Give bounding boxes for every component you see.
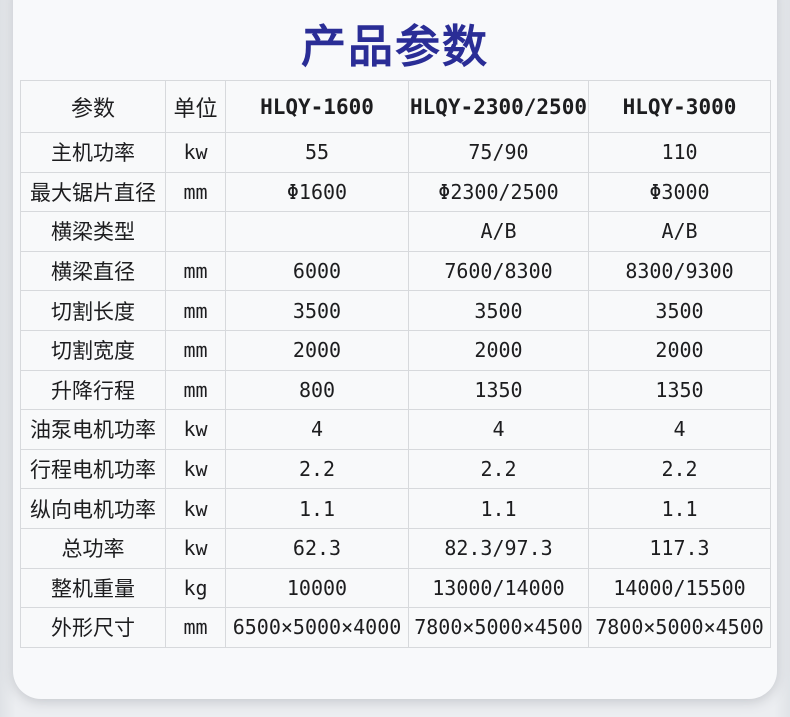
- table-body: 主机功率 kw 55 75/90 110 最大锯片直径 mm Φ1600 Φ23…: [20, 132, 771, 648]
- value-cell-2: 75/90: [408, 132, 589, 173]
- value-cell-1: Φ1600: [225, 171, 409, 213]
- value-cell-1: 2.2: [225, 448, 409, 490]
- table-row: 切割宽度 mm 2000 2000 2000: [20, 329, 771, 371]
- param-cell: 纵向电机功率: [20, 488, 166, 529]
- page-title: 产品参数: [300, 20, 489, 73]
- param-cell: 最大锯片直径: [20, 171, 166, 213]
- header-model-hlqy-3000: HLQY-3000: [588, 80, 771, 133]
- value-cell-2: A/B: [408, 211, 589, 252]
- table-row: 行程电机功率 kw 2.2 2.2 2.2: [20, 448, 771, 490]
- param-cell: 油泵电机功率: [20, 409, 166, 450]
- value-cell-3: 1350: [588, 369, 771, 411]
- value-cell-3: 14000/15500: [588, 567, 771, 609]
- value-cell-3: 2000: [588, 329, 771, 371]
- value-cell-2: 3500: [408, 290, 589, 331]
- value-cell-1: 6000: [225, 250, 409, 292]
- table-row: 主机功率 kw 55 75/90 110: [20, 132, 771, 173]
- value-cell-1: 4: [225, 409, 409, 450]
- table-row: 横梁直径 mm 6000 7600/8300 8300/9300: [20, 250, 771, 292]
- unit-cell: mm: [165, 607, 226, 648]
- value-cell-1: 55: [225, 132, 409, 173]
- spec-table: 参数 单位 HLQY-1600 HLQY-2300/2500 HLQY-3000…: [20, 80, 771, 648]
- table-row: 纵向电机功率 kw 1.1 1.1 1.1: [20, 488, 771, 529]
- value-cell-1: 3500: [225, 290, 409, 331]
- table-row: 油泵电机功率 kw 4 4 4: [20, 409, 771, 450]
- unit-cell: kw: [165, 527, 226, 569]
- value-cell-2: 2000: [408, 329, 589, 371]
- value-cell-2: Φ2300/2500: [408, 171, 589, 213]
- param-cell: 横梁直径: [20, 250, 166, 292]
- table-row: 升降行程 mm 800 1350 1350: [20, 369, 771, 411]
- table-row: 最大锯片直径 mm Φ1600 Φ2300/2500 Φ3000: [20, 171, 771, 213]
- value-cell-1: 800: [225, 369, 409, 411]
- unit-cell: kw: [165, 409, 226, 450]
- value-cell-3: A/B: [588, 211, 771, 252]
- unit-cell: kw: [165, 132, 226, 173]
- value-cell-3: 8300/9300: [588, 250, 771, 292]
- value-cell-3: 110: [588, 132, 771, 173]
- value-cell-1: 1.1: [225, 488, 409, 529]
- value-cell-2: 82.3/97.3: [408, 527, 589, 569]
- value-cell-3: 1.1: [588, 488, 771, 529]
- unit-cell: kw: [165, 448, 226, 490]
- header-row: 参数 单位 HLQY-1600 HLQY-2300/2500 HLQY-3000: [20, 80, 771, 133]
- product-params-card: 产品参数 参数 单位 HLQY-1600 HLQY-2300/2500 HLQY…: [13, 0, 777, 699]
- table-row: 切割长度 mm 3500 3500 3500: [20, 290, 771, 331]
- unit-cell: mm: [165, 329, 226, 371]
- value-cell-3: Φ3000: [588, 171, 771, 213]
- value-cell-3: 3500: [588, 290, 771, 331]
- header-unit: 单位: [165, 80, 226, 133]
- header-model-hlqy-2300-2500: HLQY-2300/2500: [408, 80, 589, 133]
- unit-cell: [165, 211, 226, 252]
- value-cell-2: 7600/8300: [408, 250, 589, 292]
- value-cell-2: 7800×5000×4500: [408, 607, 589, 648]
- table-row: 外形尺寸 mm 6500×5000×4000 7800×5000×4500 78…: [20, 607, 771, 648]
- value-cell-3: 7800×5000×4500: [588, 607, 771, 648]
- value-cell-2: 1.1: [408, 488, 589, 529]
- param-cell: 行程电机功率: [20, 448, 166, 490]
- value-cell-1: 2000: [225, 329, 409, 371]
- value-cell-2: 1350: [408, 369, 589, 411]
- unit-cell: kg: [165, 567, 226, 609]
- header-model-hlqy-1600: HLQY-1600: [225, 80, 409, 133]
- table-row: 总功率 kw 62.3 82.3/97.3 117.3: [20, 527, 771, 569]
- header-param: 参数: [20, 80, 166, 133]
- param-cell: 外形尺寸: [20, 607, 166, 648]
- table-row: 横梁类型 A/B A/B: [20, 211, 771, 252]
- value-cell-1: 62.3: [225, 527, 409, 569]
- param-cell: 总功率: [20, 527, 166, 569]
- value-cell-3: 117.3: [588, 527, 771, 569]
- value-cell-2: 13000/14000: [408, 567, 589, 609]
- value-cell-1: 6500×5000×4000: [225, 607, 409, 648]
- value-cell-1: [225, 211, 409, 252]
- value-cell-1: 10000: [225, 567, 409, 609]
- value-cell-3: 2.2: [588, 448, 771, 490]
- param-cell: 切割长度: [20, 290, 166, 331]
- unit-cell: mm: [165, 171, 226, 213]
- table-row: 整机重量 kg 10000 13000/14000 14000/15500: [20, 567, 771, 609]
- param-cell: 升降行程: [20, 369, 166, 411]
- param-cell: 整机重量: [20, 567, 166, 609]
- value-cell-2: 4: [408, 409, 589, 450]
- value-cell-2: 2.2: [408, 448, 589, 490]
- param-cell: 切割宽度: [20, 329, 166, 371]
- unit-cell: mm: [165, 250, 226, 292]
- unit-cell: mm: [165, 290, 226, 331]
- param-cell: 横梁类型: [20, 211, 166, 252]
- value-cell-3: 4: [588, 409, 771, 450]
- unit-cell: mm: [165, 369, 226, 411]
- param-cell: 主机功率: [20, 132, 166, 173]
- unit-cell: kw: [165, 488, 226, 529]
